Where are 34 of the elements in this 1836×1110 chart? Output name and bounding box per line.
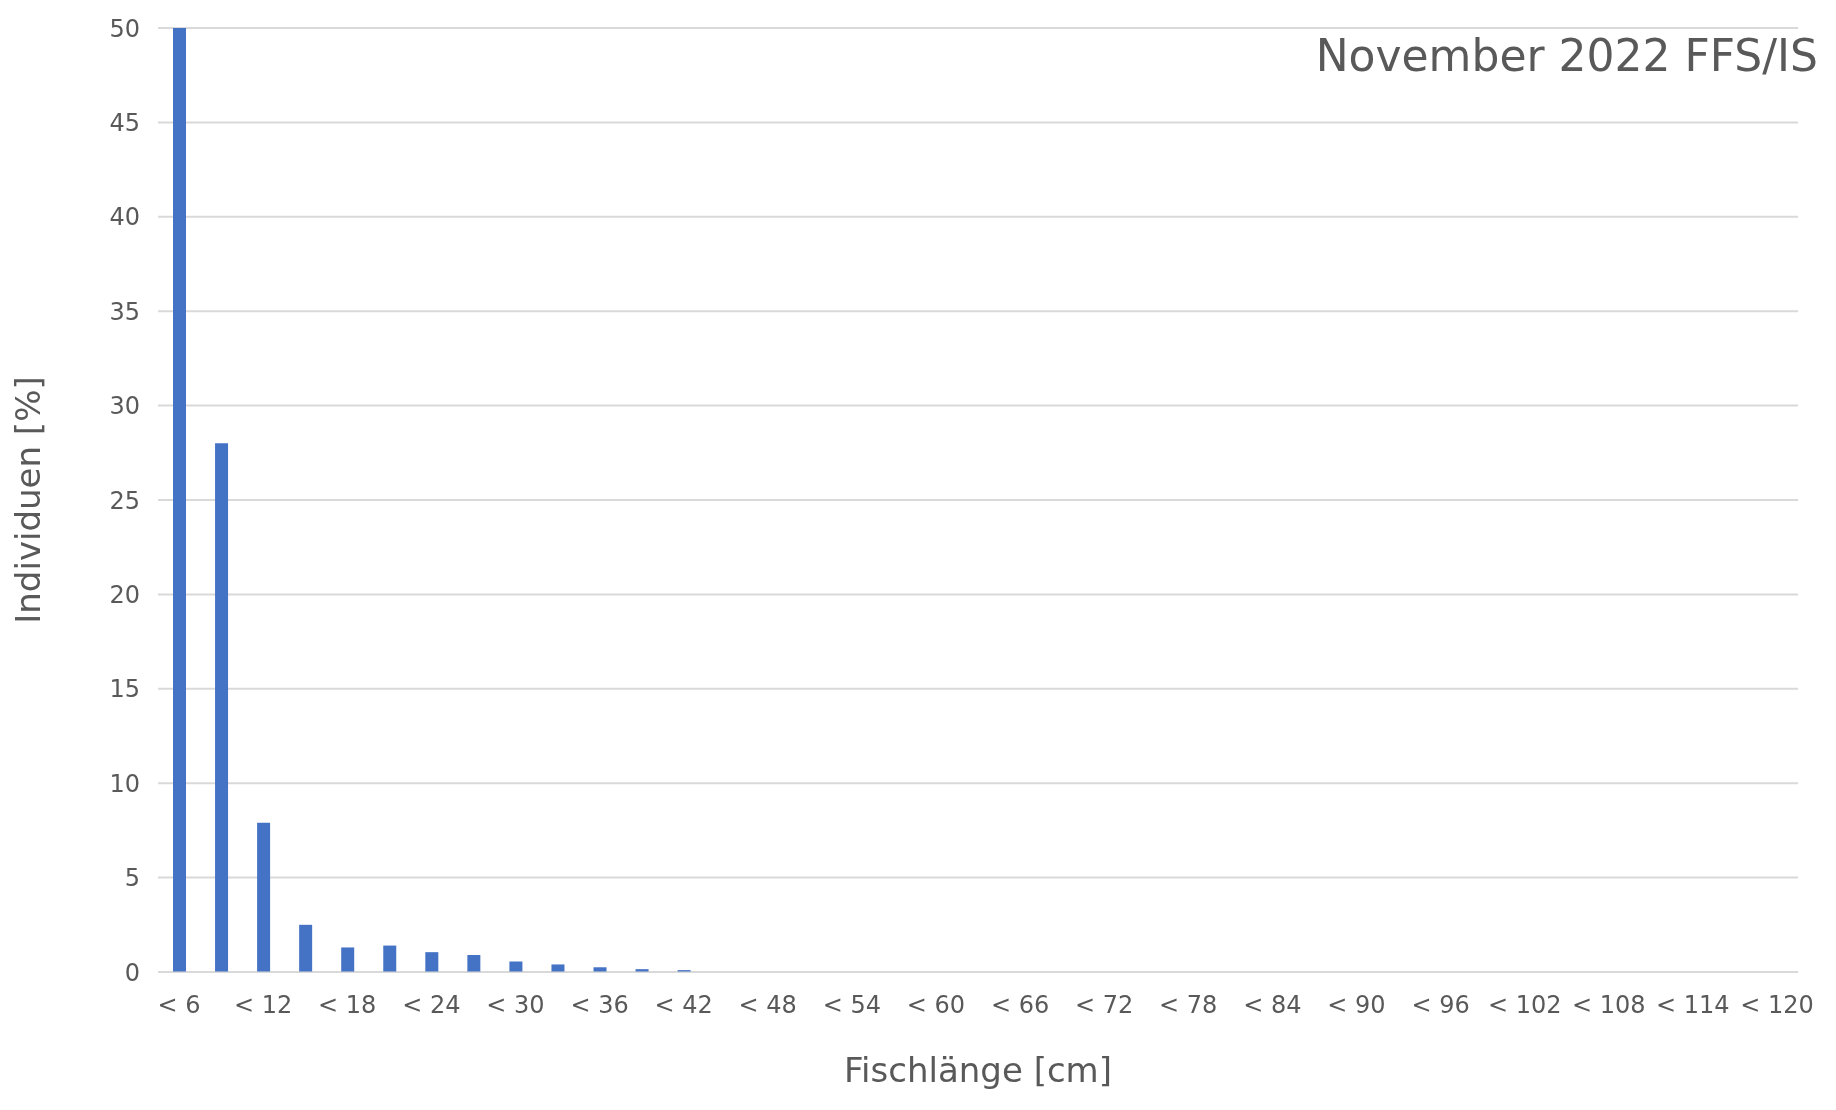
x-tick-label: < 120 xyxy=(1740,991,1814,1020)
x-tick-label: < 108 xyxy=(1572,991,1646,1020)
x-tick-label: < 96 xyxy=(1411,991,1470,1020)
x-tick-label: < 102 xyxy=(1487,991,1562,1020)
x-tick-label: < 72 xyxy=(1075,991,1134,1020)
x-tick-label: < 90 xyxy=(1327,991,1386,1020)
y-tick-label: 45 xyxy=(109,108,140,137)
x-tick-label: < 42 xyxy=(654,991,713,1020)
x-tick-label: < 48 xyxy=(738,991,797,1020)
y-tick-label: 40 xyxy=(109,203,140,232)
x-tick-label: < 78 xyxy=(1159,991,1218,1020)
y-tick-label: 10 xyxy=(109,769,140,798)
chart-title: November 2022 FFS/IS xyxy=(1315,30,1818,81)
x-tick-label: < 24 xyxy=(402,991,461,1020)
y-tick-label: 5 xyxy=(124,864,140,893)
y-tick-label: 20 xyxy=(109,580,140,609)
y-tick-label: 50 xyxy=(109,14,140,43)
x-tick-label: < 30 xyxy=(486,991,545,1020)
x-tick-label: < 54 xyxy=(822,991,881,1020)
x-tick-label: < 84 xyxy=(1243,991,1302,1020)
x-tick-label: < 18 xyxy=(318,991,377,1020)
x-axis-title: Fischlänge [cm] xyxy=(844,1050,1112,1090)
y-tick-label: 15 xyxy=(109,675,140,704)
x-tick-label: < 66 xyxy=(990,991,1050,1020)
x-tick-label: < 60 xyxy=(906,991,966,1020)
y-axis-title: Individuen [%] xyxy=(8,376,49,624)
y-tick-label: 0 xyxy=(124,958,140,987)
x-tick-label: < 114 xyxy=(1656,991,1730,1020)
x-tick-label: < 36 xyxy=(570,991,629,1020)
y-tick-label: 35 xyxy=(109,297,140,326)
y-tick-label: 25 xyxy=(109,486,140,515)
x-tick-label: < 12 xyxy=(233,991,293,1020)
y-tick-label: 30 xyxy=(109,392,140,421)
x-tick-label: < 6 xyxy=(157,991,201,1020)
